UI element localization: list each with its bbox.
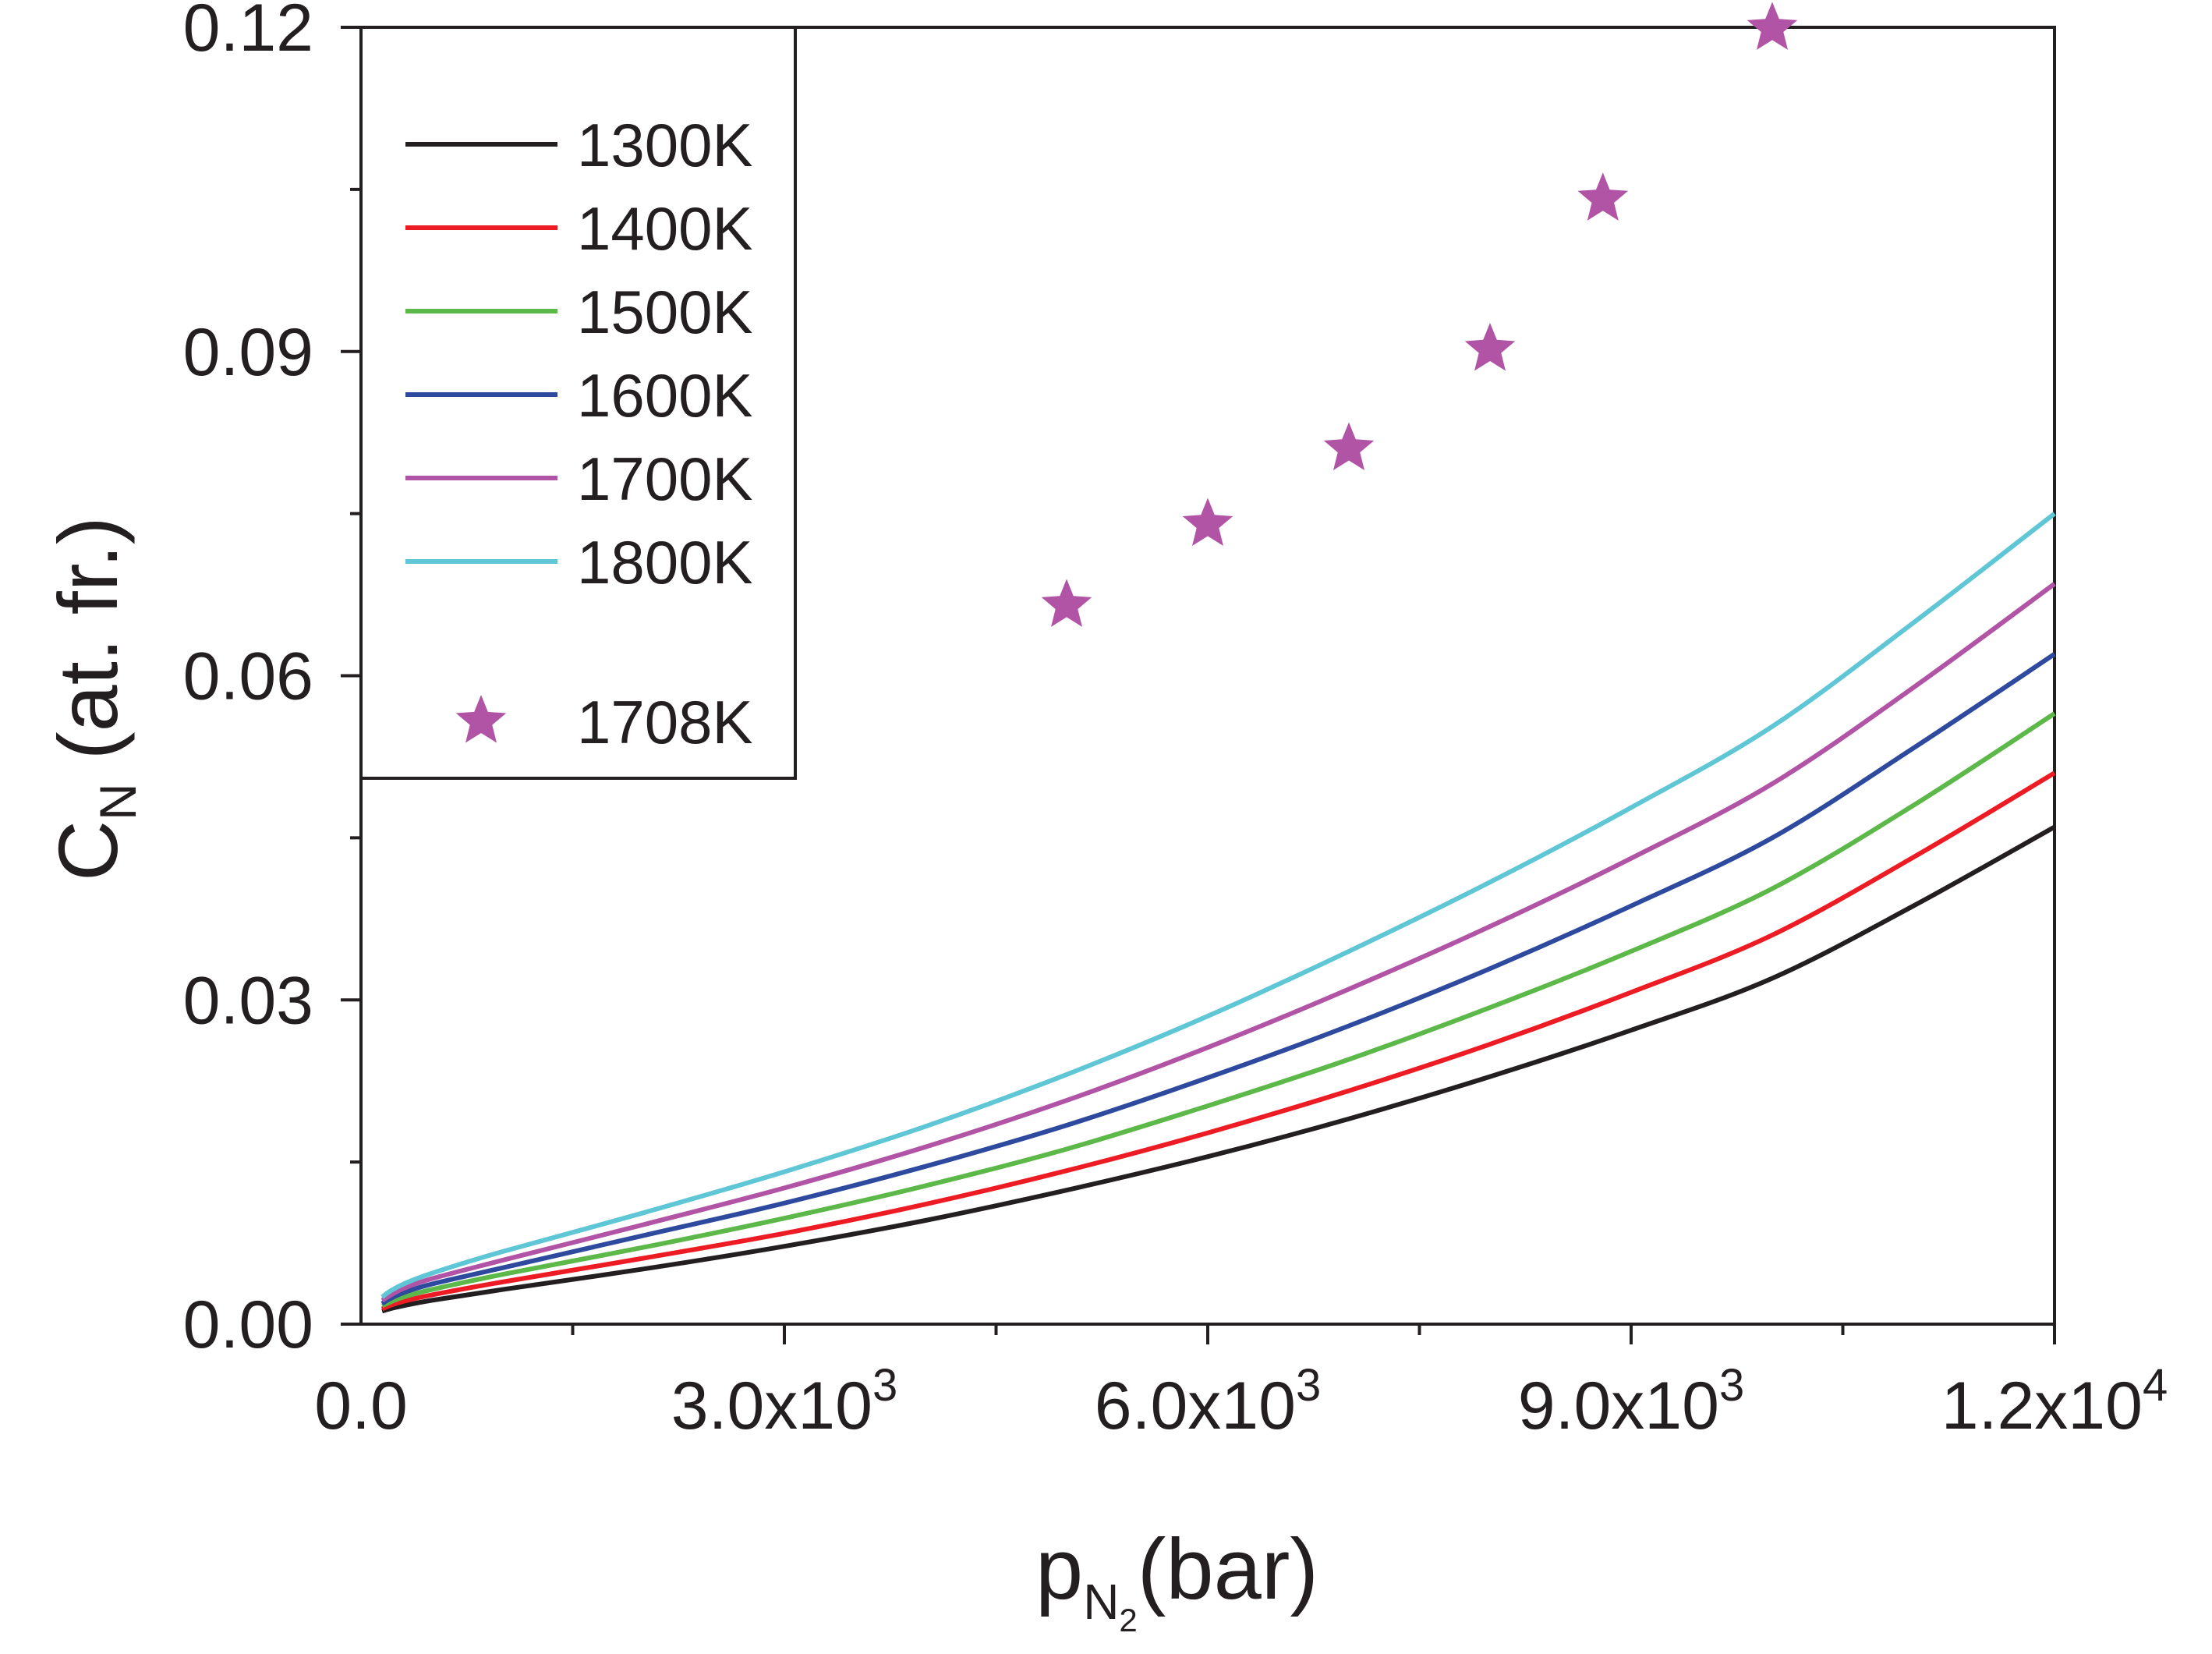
x-tick-mantissa: 9.0x10 (1518, 1369, 1719, 1443)
y-tick-label: 0.06 (183, 639, 313, 714)
y-tick-label: 0.00 (183, 1287, 313, 1362)
legend-label-1708K: 1708K (577, 688, 753, 756)
legend-label-1400K: 1400K (577, 194, 753, 263)
x-tick-label: 3.0x103 (671, 1360, 897, 1443)
x-tick-mantissa: 6.0x10 (1095, 1369, 1296, 1443)
y-axis-title-unit: (at. fr.) (41, 516, 135, 783)
x-axis-title-sub: N (1083, 1574, 1119, 1630)
x-tick-label: 0.0 (314, 1369, 408, 1443)
x-axis-title-main: p (1035, 1521, 1083, 1617)
x-tick-label: 6.0x103 (1095, 1360, 1321, 1443)
x-axis-title-unit: (bar) (1138, 1521, 1318, 1617)
series-line-1300K (381, 824, 2056, 1314)
scatter-star-3 (1323, 422, 1375, 470)
y-axis-title: CN (at. fr.) (41, 516, 147, 881)
x-tick-exponent: 3 (1296, 1360, 1321, 1411)
y-tick-label: 0.12 (183, 0, 313, 66)
y-axis-title-main: C (41, 820, 135, 881)
y-tick-label: 0.09 (183, 315, 313, 390)
series-lines (380, 512, 2056, 1314)
legend-label-1300K: 1300K (577, 111, 753, 179)
x-tick-labels: 0.0 3.0x103 6.0x103 9.0x103 1.2x104 (314, 1360, 2168, 1443)
legend-box (359, 26, 797, 780)
legend-label-1800K: 1800K (577, 528, 753, 597)
x-axis-title: pN2(bar) (1035, 1521, 1318, 1638)
series-line-1600K (380, 652, 2056, 1306)
legend-label-1600K: 1600K (577, 361, 753, 430)
axis-ticks (341, 26, 2056, 1344)
x-axis-title-subsub: 2 (1119, 1602, 1137, 1638)
scatter-star-4 (1464, 323, 1516, 371)
legend-label-1500K: 1500K (577, 278, 753, 346)
legend-swatch-1708K (455, 695, 507, 743)
series-line-1800K (380, 512, 2056, 1299)
x-tick-mantissa: 1.2x10 (1941, 1369, 2143, 1443)
x-tick-exponent: 4 (2143, 1360, 2168, 1411)
x-tick-mantissa: 3.0x10 (671, 1369, 872, 1443)
x-tick-label: 9.0x103 (1518, 1360, 1744, 1443)
y-tick-labels: 0.00 0.03 0.06 0.09 0.12 (183, 0, 313, 1362)
legend: 1300K 1400K 1500K 1600K 1700K 1800K 1708K (359, 26, 797, 780)
scatter-star-5 (1577, 172, 1629, 221)
y-axis-title-sub: N (89, 783, 147, 820)
scatter-star-1 (1041, 579, 1092, 627)
x-tick-exponent: 3 (1719, 1360, 1744, 1411)
x-tick-label: 1.2x104 (1941, 1360, 2168, 1443)
x-tick-exponent: 3 (872, 1360, 897, 1411)
scatter-star-6 (1747, 2, 1798, 50)
legend-label-1700K: 1700K (577, 444, 753, 513)
scatter-star-2 (1182, 498, 1233, 546)
series-line-1400K (380, 770, 2056, 1312)
series-line-1500K (380, 711, 2056, 1309)
x-tick-mantissa: 0.0 (314, 1369, 408, 1443)
y-tick-label: 0.03 (183, 963, 313, 1038)
scatter-markers (1041, 2, 1798, 627)
series-line-1700K (380, 582, 2056, 1303)
